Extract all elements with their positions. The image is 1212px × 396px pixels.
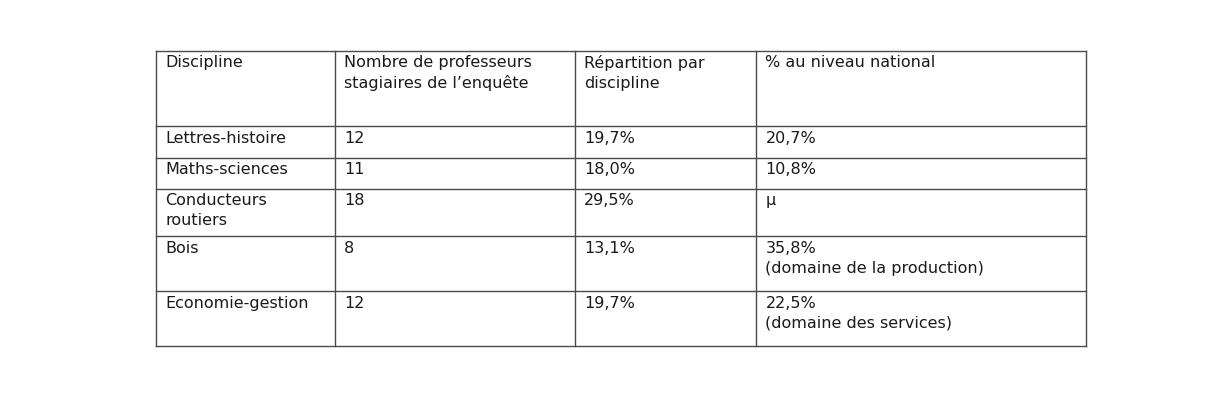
Text: 12: 12 [344, 131, 365, 146]
Text: 18,0%: 18,0% [584, 162, 635, 177]
Text: Economie-gestion: Economie-gestion [166, 296, 309, 311]
Text: 29,5%: 29,5% [584, 193, 635, 208]
Text: 8: 8 [344, 241, 354, 256]
Text: Maths-sciences: Maths-sciences [166, 162, 288, 177]
Text: 20,7%: 20,7% [766, 131, 816, 146]
Text: 18: 18 [344, 193, 365, 208]
Text: % au niveau national: % au niveau national [766, 55, 936, 70]
Text: μ: μ [766, 193, 776, 208]
Text: Nombre de professeurs
stagiaires de l’enquête: Nombre de professeurs stagiaires de l’en… [344, 55, 532, 91]
Text: Discipline: Discipline [166, 55, 244, 70]
Text: Lettres-histoire: Lettres-histoire [166, 131, 286, 146]
Text: 19,7%: 19,7% [584, 296, 635, 311]
Text: 22,5%
(domaine des services): 22,5% (domaine des services) [766, 296, 953, 331]
Text: 13,1%: 13,1% [584, 241, 635, 256]
Text: 10,8%: 10,8% [766, 162, 817, 177]
Text: Répartition par
discipline: Répartition par discipline [584, 55, 704, 91]
Text: 19,7%: 19,7% [584, 131, 635, 146]
Text: 35,8%
(domaine de la production): 35,8% (domaine de la production) [766, 241, 984, 276]
Text: 12: 12 [344, 296, 365, 311]
Text: Conducteurs
routiers: Conducteurs routiers [166, 193, 268, 228]
Text: 11: 11 [344, 162, 365, 177]
Text: Bois: Bois [166, 241, 199, 256]
